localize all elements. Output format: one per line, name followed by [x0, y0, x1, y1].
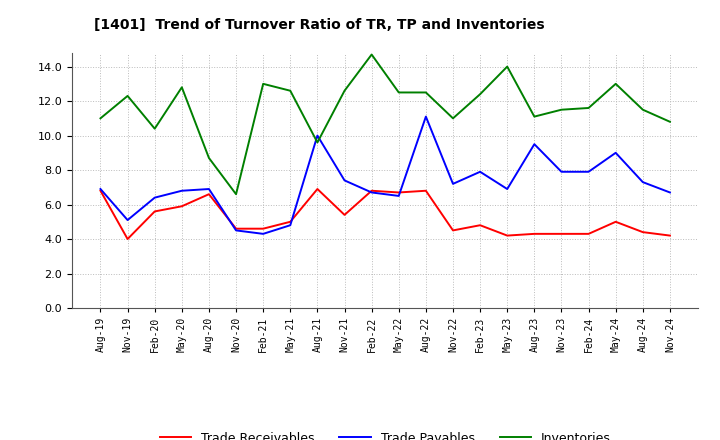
Trade Receivables: [313, 187, 322, 192]
Legend: Trade Receivables, Trade Payables, Inventories: Trade Receivables, Trade Payables, Inven…: [155, 427, 616, 440]
Trade Receivables: [639, 230, 647, 235]
Trade Payables: [123, 217, 132, 223]
Trade Payables: [503, 187, 511, 192]
Inventories: [178, 84, 186, 90]
Inventories: [639, 107, 647, 112]
Inventories: [96, 116, 105, 121]
Inventories: [557, 107, 566, 112]
Trade Payables: [204, 187, 213, 192]
Line: Trade Payables: Trade Payables: [101, 117, 670, 234]
Trade Payables: [584, 169, 593, 174]
Trade Payables: [341, 178, 349, 183]
Trade Payables: [639, 180, 647, 185]
Inventories: [421, 90, 430, 95]
Trade Receivables: [367, 188, 376, 194]
Inventories: [449, 116, 457, 121]
Inventories: [503, 64, 511, 69]
Trade Payables: [259, 231, 268, 236]
Text: [1401]  Trend of Turnover Ratio of TR, TP and Inventories: [1401] Trend of Turnover Ratio of TR, TP…: [94, 18, 544, 32]
Line: Inventories: Inventories: [101, 55, 670, 194]
Trade Payables: [611, 150, 620, 155]
Trade Receivables: [421, 188, 430, 194]
Inventories: [259, 81, 268, 87]
Inventories: [123, 93, 132, 99]
Inventories: [476, 92, 485, 97]
Trade Receivables: [259, 226, 268, 231]
Trade Receivables: [584, 231, 593, 236]
Trade Receivables: [665, 233, 674, 238]
Trade Receivables: [204, 191, 213, 197]
Trade Receivables: [232, 226, 240, 231]
Inventories: [665, 119, 674, 125]
Trade Payables: [367, 190, 376, 195]
Line: Trade Receivables: Trade Receivables: [101, 189, 670, 239]
Inventories: [204, 155, 213, 161]
Trade Payables: [557, 169, 566, 174]
Trade Receivables: [449, 228, 457, 233]
Trade Payables: [286, 223, 294, 228]
Inventories: [341, 88, 349, 93]
Trade Receivables: [341, 212, 349, 217]
Inventories: [367, 52, 376, 57]
Trade Payables: [530, 142, 539, 147]
Trade Receivables: [178, 204, 186, 209]
Inventories: [611, 81, 620, 87]
Inventories: [232, 191, 240, 197]
Trade Payables: [313, 133, 322, 138]
Inventories: [313, 140, 322, 145]
Trade Receivables: [286, 219, 294, 224]
Trade Receivables: [503, 233, 511, 238]
Trade Payables: [395, 193, 403, 198]
Trade Payables: [232, 228, 240, 233]
Trade Payables: [421, 114, 430, 119]
Trade Receivables: [557, 231, 566, 236]
Inventories: [395, 90, 403, 95]
Trade Receivables: [150, 209, 159, 214]
Trade Payables: [665, 190, 674, 195]
Trade Receivables: [476, 223, 485, 228]
Trade Payables: [476, 169, 485, 174]
Inventories: [530, 114, 539, 119]
Trade Receivables: [395, 190, 403, 195]
Trade Receivables: [96, 188, 105, 194]
Trade Payables: [150, 195, 159, 200]
Inventories: [286, 88, 294, 93]
Inventories: [584, 105, 593, 110]
Trade Receivables: [611, 219, 620, 224]
Trade Receivables: [530, 231, 539, 236]
Trade Payables: [96, 187, 105, 192]
Trade Receivables: [123, 236, 132, 242]
Trade Payables: [178, 188, 186, 194]
Inventories: [150, 126, 159, 131]
Trade Payables: [449, 181, 457, 187]
